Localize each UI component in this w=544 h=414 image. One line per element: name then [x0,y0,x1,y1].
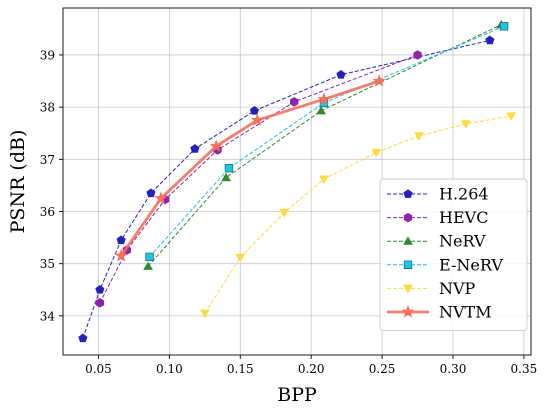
data-point-nerv [143,261,153,270]
series-line-nvtm [119,79,380,257]
series-e-nerv [145,22,509,262]
y-tick-label: 39 [40,48,55,62]
data-point-h-264 [485,35,495,45]
x-tick-label: 0.10 [156,362,183,376]
data-point-nvp [414,132,424,141]
legend-marker-hevc [403,212,413,223]
data-point-nerv [221,172,231,182]
x-tick-label: 0.35 [511,362,538,376]
series-h-264 [78,35,495,343]
data-point-h-264 [116,235,126,245]
data-point-nvtm [372,74,386,87]
legend-marker-nerv [403,236,413,245]
data-point-e-nerv [499,22,509,31]
data-point-nvtm [209,139,223,152]
y-tick-label: 37 [40,153,55,167]
legend: H.264 HEVC NeRV E-NeRV NVP NVTM [379,178,528,332]
legend-label-nvp: NVP [439,279,476,298]
data-point-hevc [413,50,422,60]
series-line-nvp [204,115,512,314]
data-point-nvtm [250,113,264,126]
data-point-nerv [316,106,326,115]
x-axis-label: BPP [277,384,317,406]
legend-marker-h-264 [403,189,413,198]
data-point-nvtm [114,248,128,262]
x-tick-label: 0.30 [440,362,467,376]
series-line-h-264 [82,39,490,339]
data-point-nvp [371,148,382,158]
data-point-hevc [95,298,104,308]
y-tick-label: 34 [40,309,56,323]
data-point-nvp [319,175,329,184]
legend-label-e-nerv: E-NeRV [439,255,503,274]
series-line-nerv [147,24,502,267]
data-point-nvtm [154,191,168,205]
x-tick-label: 0.20 [298,362,325,376]
data-point-nvp [506,112,516,121]
y-tick-label: 36 [40,205,55,219]
y-tick-label: 38 [40,101,55,115]
data-point-h-264 [336,69,346,79]
data-point-h-264 [190,144,200,153]
data-point-h-264 [78,333,88,343]
x-tick-label: 0.25 [369,362,396,376]
series-nvp [199,112,516,319]
data-point-nvp [199,309,210,319]
data-point-hevc [290,97,299,107]
plot-frame [62,7,532,356]
data-point-nvp [460,120,471,129]
data-point-nvp [235,253,246,263]
data-point-e-nerv [224,163,234,173]
x-tick-label: 0.05 [85,362,112,376]
y-tick-label: 35 [40,257,55,271]
legend-marker-e-nerv [403,260,413,269]
legend-marker-nvtm [401,305,415,318]
legend-box [379,178,528,332]
data-point-nvtm [317,92,331,105]
series-nvtm [114,74,386,262]
data-point-e-nerv [145,252,154,262]
axis-ticks: 0.05 0.10 0.15 0.20 0.25 0.30 0.35 34 35 36 37 38 39 [40,48,538,376]
legend-label-h-264: H.264 [439,185,489,204]
legend-label-hevc: HEVC [439,208,488,227]
legend-marker-nvp [403,284,413,294]
series-line-e-nerv [149,25,505,258]
data-point-h-264 [95,284,105,294]
data-point-h-264 [146,188,156,198]
legend-label-nerv: NeRV [439,232,486,251]
data-point-h-264 [249,106,260,115]
data-point-nvp [279,208,290,218]
x-tick-label: 0.15 [227,362,254,376]
legend-label-nvtm: NVTM [439,303,492,322]
series-layer [78,19,516,343]
y-axis-label: PSNR (dB) [7,130,29,234]
